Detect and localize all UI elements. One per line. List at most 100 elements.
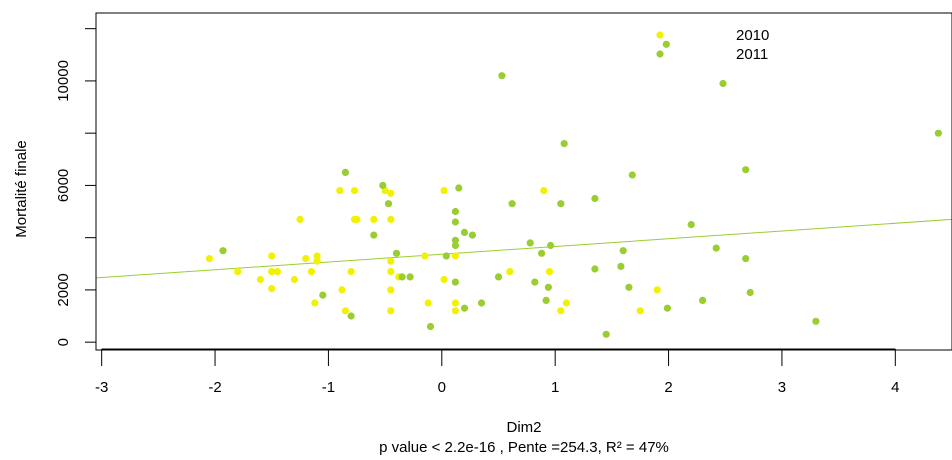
- legend-label-2010: 2010: [736, 27, 769, 44]
- point-2011-23: [498, 72, 506, 80]
- point-2011-30: [547, 241, 555, 250]
- point-2011-35: [602, 330, 610, 338]
- point-2011-33: [591, 194, 599, 203]
- point-2010-32: [440, 187, 448, 195]
- point-2011-48: [746, 288, 754, 297]
- point-2010-31: [424, 299, 432, 307]
- point-2010-5: [268, 268, 276, 276]
- point-2011-50: [934, 129, 943, 137]
- point-2010-37: [506, 268, 514, 276]
- x-tick-label: 4: [891, 379, 899, 396]
- point-2011-26: [531, 278, 539, 286]
- y-tick-label: 2000: [55, 273, 72, 306]
- legend-marker-2011: [656, 50, 664, 58]
- point-2010-36: [451, 307, 459, 315]
- y-tick-label: 10000: [55, 60, 72, 102]
- point-2010-13: [313, 257, 321, 265]
- y-tick-label: 0: [55, 338, 72, 346]
- point-2010-15: [338, 286, 346, 294]
- point-2011-39: [628, 171, 636, 179]
- point-2011-44: [712, 244, 720, 252]
- point-2010-28: [387, 307, 395, 315]
- point-2011-32: [560, 140, 568, 148]
- point-2011-45: [719, 79, 727, 88]
- point-2010-6: [273, 268, 281, 276]
- point-2010-8: [296, 215, 304, 223]
- x-tick-label: 2: [664, 379, 672, 396]
- point-2011-28: [542, 296, 550, 304]
- point-2010-25: [387, 257, 395, 265]
- point-2010-7: [290, 275, 298, 284]
- point-2010-10: [307, 268, 315, 276]
- legend: 2010 2011: [656, 27, 769, 63]
- point-2010-38: [540, 187, 548, 195]
- point-2010-27: [387, 286, 395, 294]
- point-2010-2: [256, 275, 264, 284]
- point-2011-8: [398, 273, 406, 281]
- point-2010-14: [336, 187, 344, 195]
- point-2011-42: [687, 221, 695, 229]
- point-2010-3: [268, 252, 276, 260]
- point-2011-36: [617, 262, 625, 270]
- point-2011-12: [451, 207, 459, 216]
- point-2011-38: [625, 283, 633, 291]
- point-2010-39: [545, 268, 554, 276]
- x-tick-label: 1: [551, 379, 559, 396]
- point-2011-2: [347, 312, 355, 320]
- point-2011-7: [392, 249, 401, 257]
- point-2011-29: [544, 283, 553, 291]
- point-2011-49: [812, 317, 820, 325]
- point-2010-23: [387, 189, 395, 197]
- point-2010-12: [313, 252, 321, 260]
- point-2010-33: [440, 275, 448, 284]
- point-2011-25: [526, 239, 534, 247]
- chart-subtitle: p value < 2.2e-16 , Pente =254.3, R² = 4…: [379, 439, 669, 456]
- x-axis: -3 -2 -1 0 1 2 3 4: [95, 348, 899, 396]
- x-axis-title: Dim2: [506, 419, 541, 436]
- point-2010-1: [234, 268, 242, 276]
- point-2011-22: [494, 273, 503, 281]
- point-2010-21: [370, 215, 378, 223]
- point-2011-5: [384, 200, 393, 208]
- x-tick-label: 3: [778, 379, 786, 396]
- y-tick-label: 6000: [55, 169, 72, 202]
- x-tick-label: -3: [95, 379, 108, 396]
- point-2011-14: [451, 236, 459, 244]
- point-2011-47: [742, 255, 750, 263]
- point-2011-4: [379, 181, 387, 189]
- point-2011-46: [742, 166, 750, 174]
- point-2011-1: [319, 291, 327, 299]
- point-2011-3: [341, 168, 349, 176]
- point-2011-20: [468, 231, 476, 239]
- point-2011-43: [699, 296, 707, 304]
- point-2011-11: [442, 252, 450, 260]
- point-2010-43: [653, 286, 661, 294]
- point-2010-11: [311, 299, 319, 307]
- point-2011-17: [455, 184, 463, 192]
- point-2011-40: [662, 40, 670, 48]
- point-2011-41: [663, 304, 672, 312]
- point-2011-19: [460, 304, 469, 312]
- point-2010-35: [451, 299, 459, 307]
- point-2011-27: [538, 249, 546, 257]
- point-2010-34: [451, 252, 459, 260]
- point-2010-24: [387, 215, 395, 223]
- point-2010-9: [302, 255, 310, 263]
- point-2011-0: [219, 247, 227, 255]
- point-2011-31: [557, 200, 565, 208]
- point-2010-41: [562, 299, 571, 307]
- point-2010-20: [353, 215, 361, 223]
- point-2011-15: [451, 241, 459, 250]
- point-2010-19: [350, 187, 359, 195]
- point-2011-10: [426, 322, 435, 331]
- point-2011-16: [451, 278, 459, 286]
- point-2010-16: [341, 307, 349, 315]
- x-tick-label: -1: [322, 379, 335, 396]
- point-2011-21: [477, 299, 486, 307]
- point-2010-26: [387, 268, 395, 276]
- point-2011-24: [508, 200, 516, 208]
- point-2010-17: [347, 268, 355, 276]
- point-2010-42: [636, 307, 644, 315]
- legend-marker-2010: [656, 31, 664, 39]
